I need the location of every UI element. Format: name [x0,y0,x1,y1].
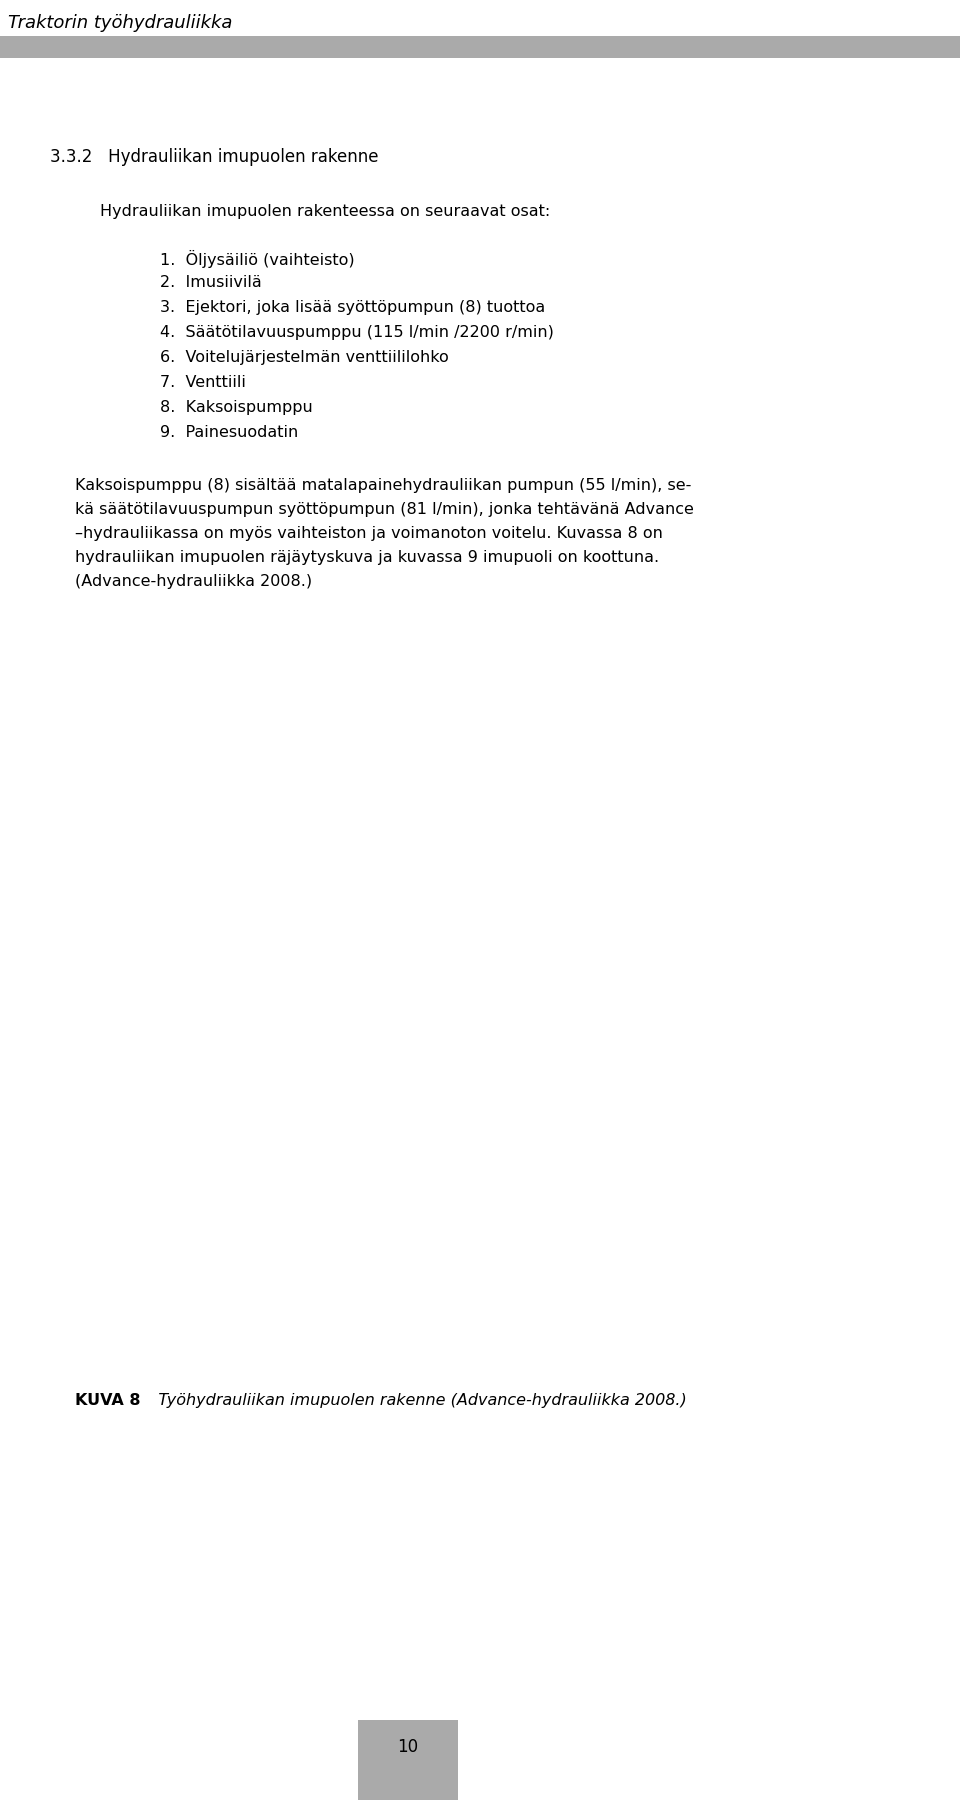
Bar [0,36,960,58]
Text: 6.  Voitelujärjestelmän venttiililohko: 6. Voitelujärjestelmän venttiililohko [160,350,448,364]
Text: hydrauliikan imupuolen räjäytyskuva ja kuvassa 9 imupuoli on koottuna.: hydrauliikan imupuolen räjäytyskuva ja k… [75,551,660,565]
Bar [60,631,920,1341]
Text: Hydrauliikan imupuolen rakenteessa on seuraavat osat:: Hydrauliikan imupuolen rakenteessa on se… [100,205,550,219]
Text: 4.  Säätötilavuuspumppu (115 l/min /2200 r/min): 4. Säätötilavuuspumppu (115 l/min /2200 … [160,324,554,341]
Bar [358,1720,458,1799]
Text: 2.  Imusiivilä: 2. Imusiivilä [160,275,262,290]
Text: 1.  Öljysäiliö (vaihteisto): 1. Öljysäiliö (vaihteisto) [160,250,354,268]
Text: 7.  Venttiili: 7. Venttiili [160,375,246,390]
Text: 8.  Kaksoispumppu: 8. Kaksoispumppu [160,400,313,415]
Text: KUVA 8: KUVA 8 [75,1393,140,1408]
Text: 9.  Painesuodatin: 9. Painesuodatin [160,426,299,440]
Text: 10: 10 [397,1738,419,1756]
Text: 3.3.2   Hydrauliikan imupuolen rakenne: 3.3.2 Hydrauliikan imupuolen rakenne [50,149,378,167]
Text: –hydrauliikassa on myös vaihteiston ja voimanoton voitelu. Kuvassa 8 on: –hydrauliikassa on myös vaihteiston ja v… [75,525,662,542]
Text: Työhydrauliikan imupuolen rakenne (Advance-hydrauliikka 2008.): Työhydrauliikan imupuolen rakenne (Advan… [143,1393,686,1408]
Text: Kaksoispumppu (8) sisältää matalapainehydrauliikan pumpun (55 l/min), se-: Kaksoispumppu (8) sisältää matalapainehy… [75,478,691,493]
Text: (Advance-hydrauliikka 2008.): (Advance-hydrauliikka 2008.) [75,574,312,589]
Text: Traktorin työhydrauliikka: Traktorin työhydrauliikka [8,14,232,33]
Text: kä säätötilavuuspumpun syöttöpumpun (81 l/min), jonka tehtävänä Advance: kä säätötilavuuspumpun syöttöpumpun (81 … [75,502,694,516]
Text: 3.  Ejektori, joka lisää syöttöpumpun (8) tuottoa: 3. Ejektori, joka lisää syöttöpumpun (8)… [160,301,545,315]
